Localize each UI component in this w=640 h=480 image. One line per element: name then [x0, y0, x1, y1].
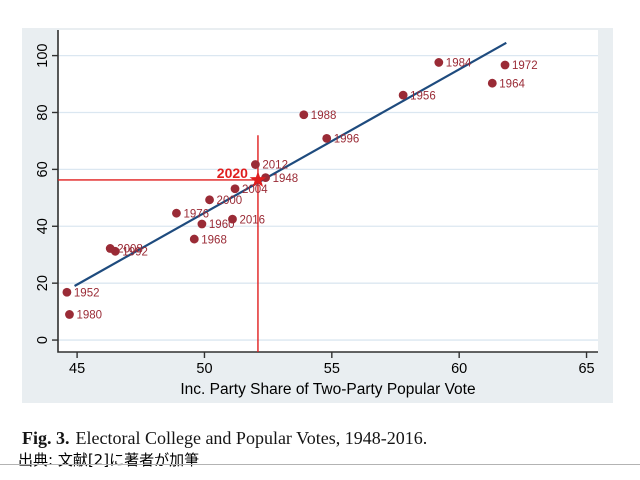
- caption-fig-label: Fig. 3.: [22, 428, 70, 448]
- figure-panel: 0 20 40 60 80 100 45 50 55 60 65 Inc. Party Share o…: [22, 28, 613, 403]
- point-label-1976: 1976: [183, 208, 209, 220]
- ytick-label-0: 0: [35, 336, 51, 344]
- point-label-1956: 1956: [410, 90, 436, 102]
- point-label-1988: 1988: [311, 110, 337, 122]
- xtick-label-55: 55: [324, 361, 340, 377]
- xtick-label-60: 60: [451, 361, 467, 377]
- data-point-1956: [398, 90, 408, 100]
- data-point-2004: [230, 184, 240, 194]
- point-label-1964: 1964: [499, 78, 525, 90]
- point-label-1980: 1980: [76, 310, 102, 322]
- highlight-label-2020: 2020: [217, 165, 248, 181]
- data-point-2000: [205, 195, 214, 205]
- point-label-1992: 1992: [122, 247, 148, 259]
- point-label-1960: 1960: [209, 219, 235, 231]
- point-label-2016: 2016: [239, 214, 265, 226]
- data-point-1984: [434, 58, 444, 67]
- xtick-label-50: 50: [196, 361, 212, 377]
- fit-line: [74, 41, 507, 287]
- ytick-label-100: 100: [35, 43, 51, 67]
- source-note: 出典: 文献[2]に著者が加筆: [18, 451, 200, 469]
- plot-area: [58, 30, 598, 352]
- data-point-2012: [251, 160, 260, 169]
- caption-text: Electoral College and Popular Votes, 194…: [75, 428, 428, 448]
- point-label-1968: 1968: [201, 234, 227, 246]
- xtick-label-45: 45: [69, 361, 85, 377]
- data-point-1988: [299, 110, 309, 120]
- point-label-1996: 1996: [334, 134, 360, 146]
- data-point-1960: [197, 219, 207, 229]
- x-axis-title: Inc. Party Share of Two-Party Popular Vo…: [180, 381, 475, 398]
- point-label-1984: 1984: [446, 58, 472, 70]
- scatter-chart: 0 20 40 60 80 100 45 50 55 60 65 Inc. Party Share o…: [35, 30, 598, 398]
- axes: [57, 30, 598, 353]
- data-point-1964: [487, 78, 497, 88]
- point-label-2008: 2008: [117, 244, 143, 256]
- ytick-label-40: 40: [35, 218, 51, 234]
- ytick-label-60: 60: [35, 161, 51, 177]
- ytick-label-20: 20: [35, 275, 51, 291]
- data-point-1976: [172, 208, 181, 218]
- point-label-2004: 2004: [242, 184, 268, 196]
- data-point-1968: [189, 234, 199, 244]
- point-label-2000: 2000: [217, 195, 243, 207]
- data-point-1980: [65, 310, 74, 319]
- data-point-1996: [322, 133, 332, 143]
- bottom-divider: [0, 464, 640, 465]
- xtick-label-65: 65: [578, 361, 594, 377]
- data-point-1972: [500, 60, 510, 70]
- data-point-2008: [105, 244, 115, 253]
- figure-caption: Fig. 3. Electoral College and Popular Vot…: [22, 428, 427, 449]
- point-label-1952: 1952: [74, 287, 100, 299]
- highlight-star-2020: [249, 171, 267, 187]
- point-label-2012: 2012: [262, 160, 288, 172]
- point-label-1948: 1948: [273, 173, 299, 185]
- point-label-1972: 1972: [512, 60, 538, 72]
- data-point-2016: [228, 214, 237, 224]
- ytick-label-80: 80: [35, 104, 51, 120]
- data-point-1952: [62, 287, 72, 297]
